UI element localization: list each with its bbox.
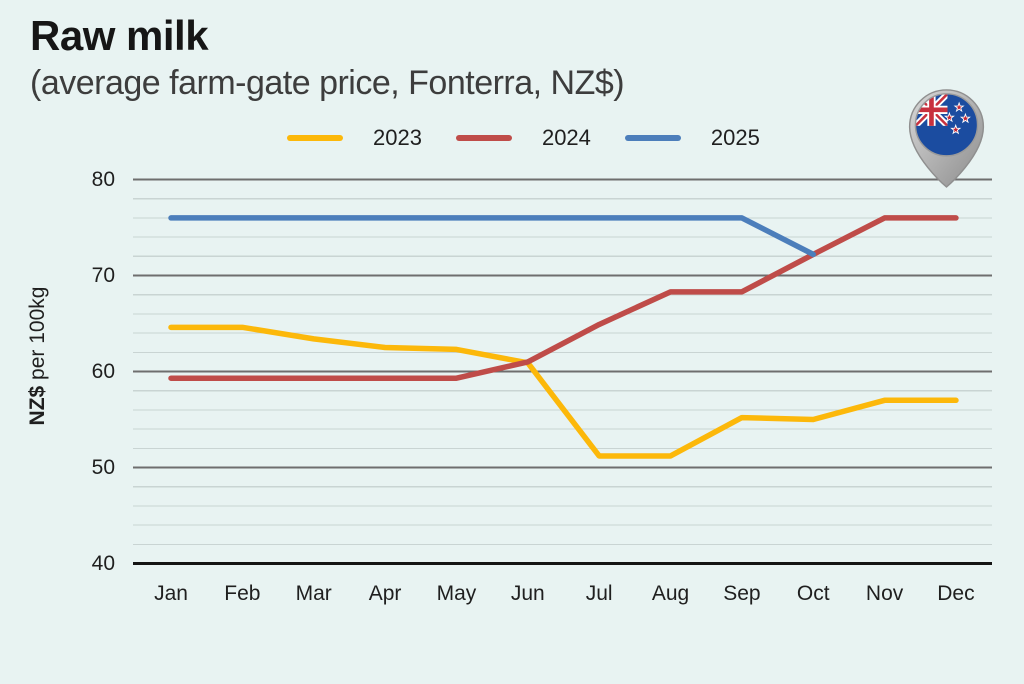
legend-label-2024: 2024	[541, 125, 591, 150]
y-axis-title-rest: per 100kg	[26, 286, 49, 386]
y-tick-label-60: 60	[91, 359, 115, 383]
legend-swatch-2023	[287, 135, 343, 141]
legend-item-2025: 2025	[624, 125, 760, 151]
x-tick-label-dec: Dec	[937, 582, 975, 605]
y-axis-title: NZ$ per 100kg	[26, 256, 50, 456]
x-tick-label-feb: Feb	[224, 582, 261, 605]
page-subtitle: (average farm-gate price, Fonterra, NZ$)	[30, 64, 625, 102]
x-tick-label-nov: Nov	[865, 582, 904, 605]
x-tick-label-jul: Jul	[585, 582, 613, 605]
series-line-2023	[168, 324, 959, 459]
chart-legend: 2023 2024 2025	[287, 125, 760, 151]
legend-label-2025: 2025	[710, 125, 760, 150]
x-tick-label-jun: Jun	[510, 582, 545, 605]
legend-swatch-2024	[455, 135, 512, 141]
series-line-2024	[168, 215, 959, 381]
x-tick-label-may: May	[436, 582, 477, 605]
y-tick-label-70: 70	[91, 263, 115, 287]
y-axis-title-unit: NZ$	[26, 385, 49, 426]
nz-flag-map-pin-icon	[908, 89, 985, 188]
legend-swatch-2025	[624, 135, 681, 141]
x-tick-label-oct: Oct	[796, 582, 830, 605]
series-line-2025	[168, 215, 816, 258]
y-tick-label-80: 80	[91, 167, 115, 191]
legend-item-2024: 2024	[455, 125, 591, 151]
x-tick-label-aug: Aug	[651, 582, 690, 605]
legend-label-2023: 2023	[373, 125, 422, 150]
y-tick-label-50: 50	[91, 455, 115, 479]
x-tick-label-mar: Mar	[295, 582, 332, 605]
y-tick-label-40: 40	[91, 551, 115, 575]
x-tick-label-sep: Sep	[723, 582, 761, 605]
x-tick-label-jan: Jan	[154, 582, 188, 605]
page-title: Raw milk	[30, 12, 209, 59]
legend-item-2023: 2023	[287, 125, 422, 151]
x-tick-label-apr: Apr	[368, 582, 402, 605]
